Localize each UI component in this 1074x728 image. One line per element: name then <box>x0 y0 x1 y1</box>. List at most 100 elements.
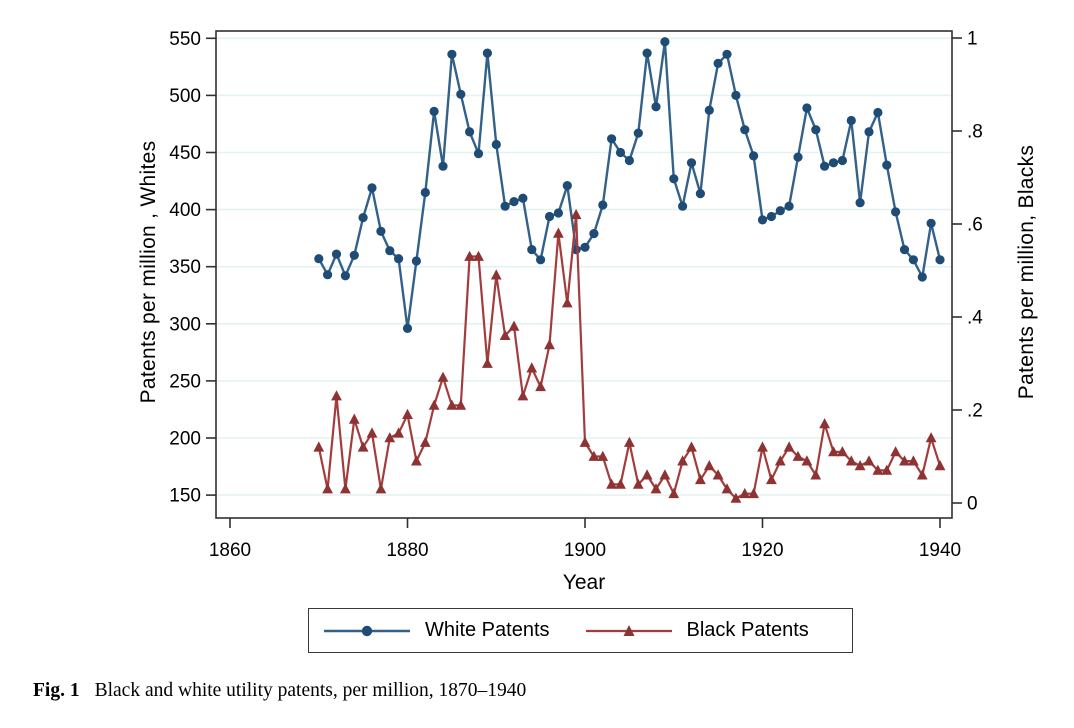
figure-caption: Fig. 1 Black and white utility patents, p… <box>33 680 526 702</box>
series-line <box>317 40 942 330</box>
data-point-triangle <box>473 250 484 261</box>
data-point-circle <box>935 255 945 265</box>
data-point-triangle <box>464 250 475 261</box>
data-point-triangle <box>366 427 378 438</box>
data-point-circle <box>820 161 830 171</box>
data-point-circle <box>704 105 714 115</box>
data-point-circle <box>757 215 768 225</box>
data-point-circle <box>340 271 350 281</box>
data-point-circle <box>811 125 821 135</box>
data-point-triangle <box>899 455 910 466</box>
data-point-triangle <box>313 441 325 452</box>
data-point-triangle <box>730 492 742 503</box>
data-point-triangle <box>393 427 404 438</box>
data-point-triangle <box>553 227 564 238</box>
data-point-circle <box>766 211 777 222</box>
data-point-triangle <box>526 362 538 373</box>
data-point-circle <box>544 211 555 222</box>
y-tick-label-left: 450 <box>169 143 201 164</box>
data-point-triangle <box>384 432 396 443</box>
data-point-circle <box>669 174 679 184</box>
series-white-patents <box>314 37 945 333</box>
data-point-triangle <box>721 483 733 494</box>
data-point-triangle <box>845 455 857 466</box>
gridlines <box>216 37 952 496</box>
data-point-circle <box>482 48 492 58</box>
data-point-circle <box>740 125 750 135</box>
data-point-circle <box>420 187 430 198</box>
data-point-triangle <box>322 483 333 494</box>
data-point-circle <box>589 229 599 239</box>
data-point-triangle <box>508 320 520 331</box>
data-point-circle <box>358 213 368 223</box>
y-tick-label-left: 250 <box>169 371 201 392</box>
data-point-triangle <box>677 455 688 466</box>
data-point-circle <box>899 245 910 255</box>
data-point-triangle <box>712 469 724 480</box>
data-point-circle <box>607 134 617 144</box>
data-point-triangle <box>428 399 440 410</box>
data-point-triangle <box>668 487 680 499</box>
x-tick-label: 1900 <box>564 540 606 561</box>
data-point-circle <box>615 147 626 158</box>
data-point-circle <box>411 256 421 266</box>
data-point-circle <box>678 201 688 211</box>
data-point-triangle <box>348 413 360 424</box>
y-tick-label-left: 500 <box>169 86 201 107</box>
legend-label-black-patents: Black Patents <box>686 619 809 641</box>
data-point-triangle <box>783 441 795 452</box>
data-point-circle <box>793 152 803 162</box>
data-point-triangle <box>819 418 830 429</box>
y-tick-label-right: .2 <box>967 401 983 422</box>
data-point-triangle <box>570 208 582 220</box>
data-point-circle <box>828 158 839 168</box>
data-point-circle <box>580 242 590 252</box>
data-point-triangle <box>703 460 715 471</box>
data-point-triangle <box>695 473 706 485</box>
black-series-legend-marker-icon <box>585 624 672 636</box>
data-point-triangle <box>659 469 671 480</box>
figure-caption-number: Fig. 1 <box>33 680 80 701</box>
data-point-triangle <box>739 487 751 499</box>
data-point-triangle <box>490 269 502 280</box>
data-point-circle <box>873 107 883 118</box>
data-point-circle <box>846 115 856 126</box>
data-point-circle <box>855 198 865 208</box>
data-point-triangle <box>340 483 351 494</box>
axis-ticks <box>206 37 962 528</box>
data-point-circle <box>491 139 501 150</box>
data-point-triangle <box>872 464 884 475</box>
data-point-circle <box>500 201 510 211</box>
data-point-circle <box>518 193 528 203</box>
data-point-circle <box>509 197 519 207</box>
data-point-circle <box>394 254 404 264</box>
data-point-circle <box>402 323 413 333</box>
data-point-triangle <box>837 446 848 457</box>
data-point-circle <box>598 200 608 210</box>
data-point-triangle <box>925 432 937 443</box>
data-point-triangle <box>766 473 777 485</box>
data-point-circle <box>749 151 759 161</box>
data-point-circle <box>633 128 643 138</box>
figure-caption-text: Black and white utility patents, per mil… <box>94 680 527 701</box>
data-point-circle <box>660 37 670 47</box>
data-point-triangle <box>411 455 422 466</box>
data-point-circle <box>331 249 342 259</box>
data-point-circle <box>642 48 652 58</box>
x-tick-label: 1880 <box>386 540 428 561</box>
data-point-circle <box>456 89 466 99</box>
data-point-triangle <box>597 450 609 461</box>
y-tick-label-left: 200 <box>169 429 201 450</box>
series-black-patents <box>313 208 946 503</box>
data-point-triangle <box>375 483 387 494</box>
y-tick-label-left: 150 <box>169 486 201 507</box>
data-point-triangle <box>801 455 813 466</box>
data-point-triangle <box>624 436 635 447</box>
legend-item-black-patents: Black Patents <box>584 619 809 642</box>
y-tick-label-right: .8 <box>967 122 983 143</box>
data-point-circle <box>429 106 439 116</box>
data-point-triangle <box>934 460 946 471</box>
data-point-triangle <box>686 441 697 452</box>
data-point-triangle <box>499 329 511 340</box>
